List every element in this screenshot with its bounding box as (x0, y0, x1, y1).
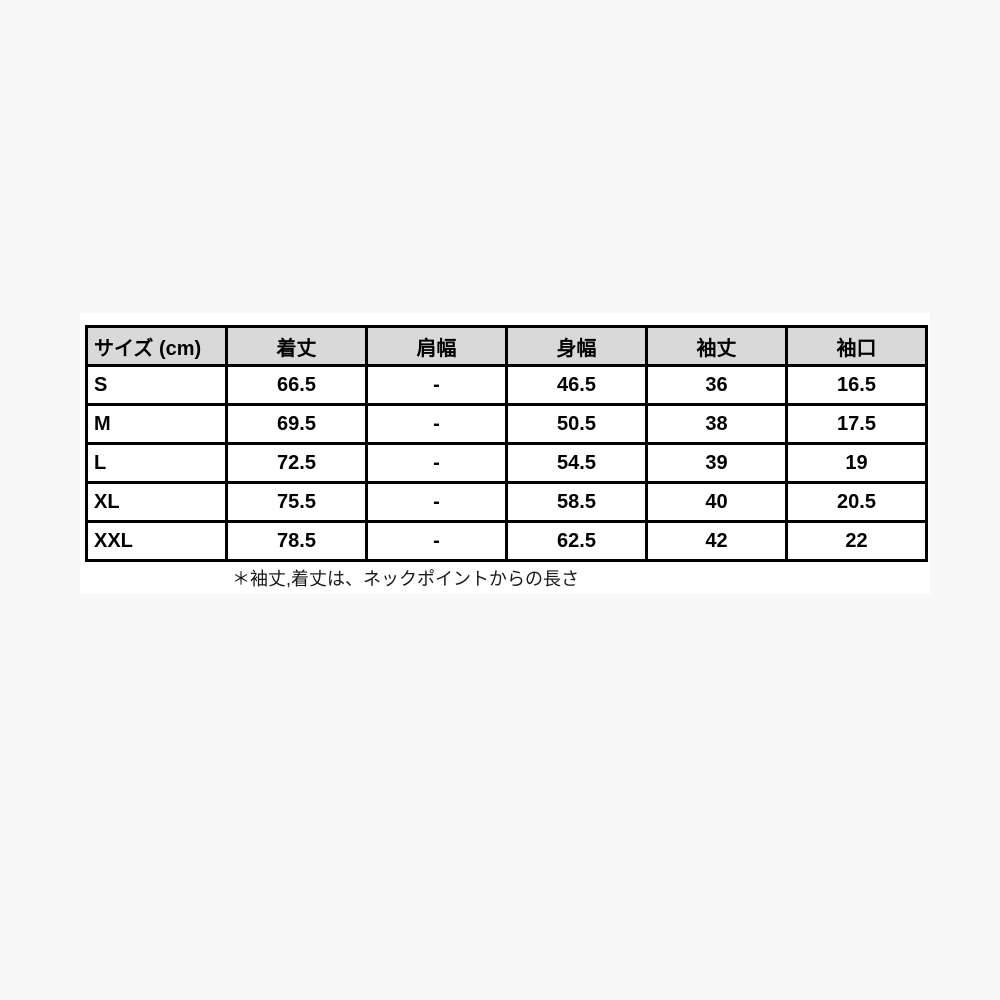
table-row-m: M 69.5 - 50.5 38 17.5 (85, 403, 928, 445)
cell-value: - (365, 442, 508, 484)
cell-value: 39 (645, 442, 788, 484)
cell-value: 20.5 (785, 481, 928, 523)
cell-value: - (365, 403, 508, 445)
cell-value: 22 (785, 520, 928, 562)
cell-value: 40 (645, 481, 788, 523)
cell-value: - (365, 520, 508, 562)
footnote: ＊袖丈,着丈は、ネックポイントからの長さ (232, 569, 579, 589)
cell-value: 16.5 (785, 364, 928, 406)
cell-value: 38 (645, 403, 788, 445)
row-label-s: S (85, 364, 228, 406)
table-row-xxl: XXL 78.5 - 62.5 42 22 (85, 520, 928, 562)
cell-value: - (365, 481, 508, 523)
row-label-m: M (85, 403, 228, 445)
size-chart-table: サイズ (cm) 着丈 肩幅 身幅 袖丈 袖口 S 66.5 - 46.5 36… (85, 325, 928, 562)
cell-value: 72.5 (225, 442, 368, 484)
col-header-cuff: 袖口 (785, 325, 928, 367)
cell-value: 50.5 (505, 403, 648, 445)
table-row-xl: XL 75.5 - 58.5 40 20.5 (85, 481, 928, 523)
cell-value: 36 (645, 364, 788, 406)
header-row: サイズ (cm) 着丈 肩幅 身幅 袖丈 袖口 (85, 325, 928, 367)
cell-value: - (365, 364, 508, 406)
size-chart-panel: サイズ (cm) 着丈 肩幅 身幅 袖丈 袖口 S 66.5 - 46.5 36… (80, 313, 930, 594)
cell-value: 69.5 (225, 403, 368, 445)
cell-value: 54.5 (505, 442, 648, 484)
cell-value: 42 (645, 520, 788, 562)
table-row-s: S 66.5 - 46.5 36 16.5 (85, 364, 928, 406)
table-row-l: L 72.5 - 54.5 39 19 (85, 442, 928, 484)
col-header-body-width: 身幅 (505, 325, 648, 367)
row-label-xl: XL (85, 481, 228, 523)
cell-value: 66.5 (225, 364, 368, 406)
row-label-l: L (85, 442, 228, 484)
col-header-size: サイズ (cm) (85, 325, 228, 367)
row-label-xxl: XXL (85, 520, 228, 562)
cell-value: 58.5 (505, 481, 648, 523)
col-header-sleeve-length: 袖丈 (645, 325, 788, 367)
cell-value: 62.5 (505, 520, 648, 562)
col-header-body-length: 着丈 (225, 325, 368, 367)
cell-value: 17.5 (785, 403, 928, 445)
cell-value: 75.5 (225, 481, 368, 523)
col-header-shoulder-width: 肩幅 (365, 325, 508, 367)
cell-value: 46.5 (505, 364, 648, 406)
cell-value: 78.5 (225, 520, 368, 562)
cell-value: 19 (785, 442, 928, 484)
